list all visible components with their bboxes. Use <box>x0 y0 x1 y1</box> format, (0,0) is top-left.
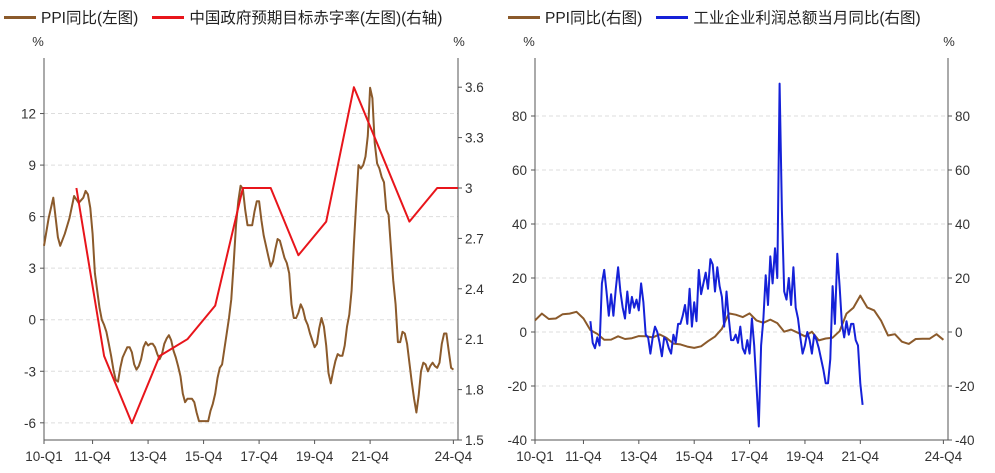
right-left-tick-label-6: 80 <box>512 109 527 124</box>
legend-swatch-profit <box>656 16 689 20</box>
left-right-tick-label-5: 3 <box>465 181 473 196</box>
left-right-tick-label-6: 3.3 <box>465 131 484 146</box>
left-right-tick-label-0: 1.5 <box>465 433 484 448</box>
right-left-tick-label-2: 0 <box>519 325 527 340</box>
left-right-unit: % <box>453 34 465 49</box>
left-right-tick-label-4: 2.7 <box>465 231 484 246</box>
right-x-tick-label-4: 17-Q4 <box>731 449 769 464</box>
left-x-tick-label-2: 13-Q4 <box>129 449 167 464</box>
legend-left: PPI同比(左图) 中国政府预期目标赤字率(左图)(右轴) <box>4 6 456 28</box>
right-left-tick-label-5: 60 <box>512 163 527 178</box>
right-left-tick-label-0: -40 <box>507 433 527 448</box>
left-left-tick-label-0: -6 <box>24 416 36 431</box>
legend-item-ppi-left: PPI同比(左图) <box>4 6 138 28</box>
legend-swatch-ppi-left <box>4 16 36 20</box>
right-x-tick-label-7: 24-Q4 <box>925 449 963 464</box>
left-x-tick-label-3: 15-Q4 <box>185 449 223 464</box>
right-x-tick-label-0: 10-Q1 <box>516 449 554 464</box>
right-x-tick-label-6: 21-Q4 <box>842 449 880 464</box>
right-right-tick-label-1: -20 <box>955 379 975 394</box>
left-right-tick-label-7: 3.6 <box>465 80 484 95</box>
right-left-tick-label-4: 40 <box>512 217 527 232</box>
legend-label-deficit: 中国政府预期目标赤字率(左图)(右轴) <box>189 10 443 27</box>
right-left-tick-label-1: -20 <box>507 379 527 394</box>
left-x-tick-label-5: 19-Q4 <box>296 449 334 464</box>
right-right-tick-label-2: 0 <box>955 325 963 340</box>
right-left-tick-label-3: 20 <box>512 271 527 286</box>
left-left-tick-label-6: 12 <box>21 107 36 122</box>
right-right-tick-label-0: -40 <box>955 433 975 448</box>
left-series-line-1 <box>75 86 458 425</box>
right-x-tick-label-1: 11-Q4 <box>565 449 602 464</box>
left-x-tick-label-6: 21-Q4 <box>351 449 389 464</box>
right-right-tick-label-5: 60 <box>955 163 970 178</box>
legend-right: PPI同比(右图) 工业企业利润总额当月同比(右图) <box>508 6 935 28</box>
right-left-unit: % <box>523 34 535 49</box>
left-series-line-0 <box>43 86 455 423</box>
right-right-unit: % <box>943 34 955 49</box>
legend-label-ppi-left: PPI同比(左图) <box>41 10 139 27</box>
left-left-tick-label-5: 9 <box>28 158 36 173</box>
left-x-tick-label-0: 10-Q1 <box>25 449 63 464</box>
right-right-tick-label-4: 40 <box>955 217 970 232</box>
left-right-tick-label-1: 1.8 <box>465 383 484 398</box>
legend-swatch-deficit <box>152 16 185 20</box>
right-x-tick-label-2: 13-Q4 <box>620 449 658 464</box>
legend-item-profit: 工业企业利润总额当月同比(右图) <box>656 6 921 28</box>
right-series-line-0 <box>534 294 945 349</box>
left-left-unit: % <box>32 34 44 49</box>
left-left-tick-label-4: 6 <box>28 210 36 225</box>
left-x-tick-label-7: 24-Q4 <box>435 449 473 464</box>
legend-label-ppi-right: PPI同比(右图) <box>545 10 643 27</box>
left-left-tick-label-1: -3 <box>24 364 36 379</box>
right-x-tick-label-5: 19-Q4 <box>786 449 824 464</box>
legend-swatch-ppi-right <box>508 16 540 20</box>
left-x-tick-label-4: 17-Q4 <box>240 449 278 464</box>
left-left-tick-label-3: 3 <box>28 261 36 276</box>
right-x-tick-label-3: 15-Q4 <box>675 449 713 464</box>
left-right-tick-label-2: 2.1 <box>465 332 484 347</box>
legend-label-profit: 工业企业利润总额当月同比(右图) <box>693 10 921 27</box>
left-x-tick-label-1: 11-Q4 <box>74 449 111 464</box>
left-left-tick-label-2: 0 <box>28 313 36 328</box>
left-right-tick-label-3: 2.4 <box>465 282 484 297</box>
legend-item-ppi-right: PPI同比(右图) <box>508 6 642 28</box>
legend-item-deficit: 中国政府预期目标赤字率(左图)(右轴) <box>152 6 442 28</box>
right-right-tick-label-6: 80 <box>955 109 970 124</box>
right-right-tick-label-3: 20 <box>955 271 970 286</box>
right-series-line-1 <box>589 82 864 428</box>
